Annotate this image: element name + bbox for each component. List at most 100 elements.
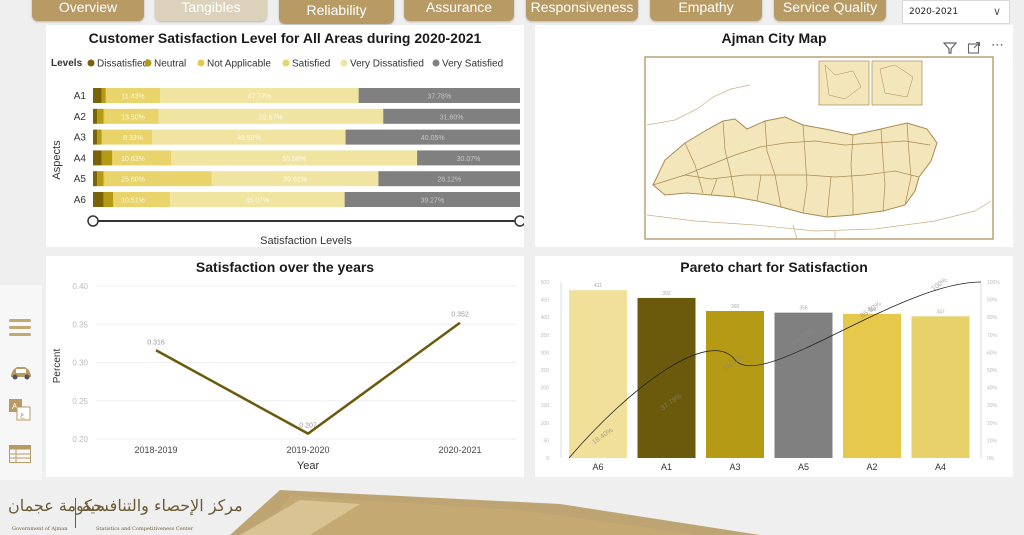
right-tick-label: 0% [987,456,995,462]
bar-segment[interactable] [112,150,114,166]
logo-statistics-center: مركز الإحصاء والتنافسية [82,496,243,515]
y-tick-label: 0.35 [72,320,88,329]
bar-segment[interactable] [93,88,102,103]
legend-label: Dissatisfied [97,59,148,70]
range-slider-end-handle[interactable] [514,215,524,227]
bar-segment[interactable] [101,150,113,166]
pareto-bar[interactable] [569,290,627,458]
data-label: 10.51% [121,198,145,205]
tab-assurance[interactable]: Assurance [404,0,514,21]
cumulative-curve[interactable] [568,281,982,459]
y-tick-label: A5 [74,174,87,185]
pareto-bar[interactable] [911,316,970,458]
y-tick-label: 0.30 [72,359,88,368]
series-line[interactable] [155,321,461,436]
bar-segment[interactable] [103,108,105,124]
focus-mode-icon[interactable] [967,41,981,59]
bar-segment[interactable] [101,129,103,145]
y-axis-title: Aspects [51,140,63,180]
right-tick-label: 40% [987,386,998,392]
bar-segment[interactable] [97,108,104,124]
pareto-chart: 500 100%450 90%400 80%350 70%300 60%250 50%200… [541,277,1001,472]
bar-segment[interactable] [105,88,107,103]
legend-marker [144,59,152,67]
right-tick-label: 100% [987,280,1000,286]
menu-icon[interactable] [9,318,31,342]
bar-segment[interactable] [152,129,346,145]
bar-segment[interactable] [171,150,418,166]
y-axis-title: Percent [52,349,63,384]
legend-label: Very Satisfied [442,59,503,70]
pareto-bar[interactable] [706,311,764,458]
bar-segment[interactable] [383,108,520,124]
range-slider-start-handle[interactable] [87,215,99,227]
point-label: 0.207 [299,423,317,430]
bar-segment[interactable] [378,171,520,187]
x-tick-label: 2020-2021 [438,445,481,455]
x-tick-label: A2 [866,462,877,472]
pareto-bar[interactable] [637,297,696,458]
bar-segment[interactable] [417,150,520,166]
x-tick-label: A3 [729,462,740,472]
pareto-bar[interactable] [774,312,833,458]
y-tick-label: A2 [74,112,87,123]
tab-tangibles[interactable]: Tangibles [155,0,267,21]
data-label: 49.58% [237,135,261,142]
bar-segment[interactable] [93,192,104,207]
left-tick-label: 150 [541,403,550,409]
more-options-icon[interactable]: ⋯ [991,38,1005,53]
left-tick-label: 200 [541,386,550,392]
pareto-bar[interactable] [843,313,901,458]
y-tick-label: A1 [74,91,87,102]
bar-segment[interactable] [93,171,98,187]
legend-label: Neutral [154,59,186,70]
bar-segment[interactable] [113,150,172,166]
table-icon[interactable] [9,445,31,467]
bar-segment[interactable] [103,171,105,187]
bar-segment[interactable] [170,192,345,207]
tab-responsiveness[interactable]: Responsiveness [526,0,638,21]
bar-segment[interactable] [101,88,106,103]
bar-segment[interactable] [102,129,153,145]
cumulative-label: 100% [930,277,949,293]
svg-text:ع: ع [20,410,25,419]
left-tick-label: 50 [543,438,549,444]
data-label: 47.77% [248,94,272,101]
legend-label: Satisfied [292,59,330,70]
bar-segment[interactable] [93,108,98,124]
bar-segment[interactable] [97,171,104,187]
bar-segment[interactable] [104,108,159,124]
bar-segment[interactable] [113,192,171,207]
tab-overview[interactable]: Overview [32,0,144,21]
bar-segment[interactable] [113,192,114,207]
bar-segment[interactable] [97,129,102,145]
bar-segment[interactable] [93,150,102,166]
legend-title: Levels [51,58,83,69]
data-label: 52.67% [259,114,283,121]
data-label: 39.61% [283,177,307,184]
bar-segment[interactable] [211,171,379,187]
bar-segment[interactable] [93,129,98,145]
bar-segment[interactable] [345,129,520,145]
bar-value-label: 411 [594,283,602,289]
x-tick-label: 2019-2020 [286,445,329,455]
bar-segment[interactable] [103,192,114,207]
map-inset-2 [871,60,923,106]
district-boundaries [652,120,931,218]
car-icon[interactable] [9,365,31,384]
bar-segment[interactable] [358,88,520,103]
bar-segment[interactable] [344,192,520,207]
bar-segment[interactable] [106,88,161,103]
logo-government-ajman-sub: Government of Ajman [12,526,68,532]
filter-icon[interactable] [942,41,958,59]
tab-reliability[interactable]: Reliability [279,0,394,24]
bar-segment[interactable] [158,108,384,124]
year-filter-dropdown[interactable]: 2020-2021 ∨ [902,0,1010,24]
bar-segment[interactable] [104,171,212,187]
y-tick-label: A4 [74,153,87,164]
bar-segment[interactable] [160,88,359,103]
tab-empathy[interactable]: Empathy [650,0,762,21]
tab-service-quality[interactable]: Service Quality [774,0,886,21]
